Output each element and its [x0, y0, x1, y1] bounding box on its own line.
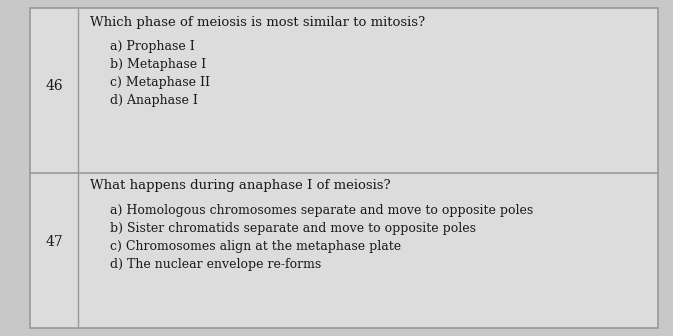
Text: d) The nuclear envelope re-forms: d) The nuclear envelope re-forms	[110, 258, 321, 271]
Text: 47: 47	[45, 236, 63, 250]
Text: b) Metaphase I: b) Metaphase I	[110, 58, 206, 71]
Text: 46: 46	[45, 79, 63, 92]
Text: d) Anaphase I: d) Anaphase I	[110, 94, 198, 107]
Text: a) Homologous chromosomes separate and move to opposite poles: a) Homologous chromosomes separate and m…	[110, 204, 533, 217]
Text: a) Prophase I: a) Prophase I	[110, 40, 194, 53]
Text: Which phase of meiosis is most similar to mitosis?: Which phase of meiosis is most similar t…	[90, 16, 425, 29]
Text: What happens during anaphase I of meiosis?: What happens during anaphase I of meiosi…	[90, 179, 390, 192]
Text: c) Metaphase II: c) Metaphase II	[110, 76, 210, 89]
Text: c) Chromosomes align at the metaphase plate: c) Chromosomes align at the metaphase pl…	[110, 240, 401, 253]
Text: b) Sister chromatids separate and move to opposite poles: b) Sister chromatids separate and move t…	[110, 222, 476, 235]
